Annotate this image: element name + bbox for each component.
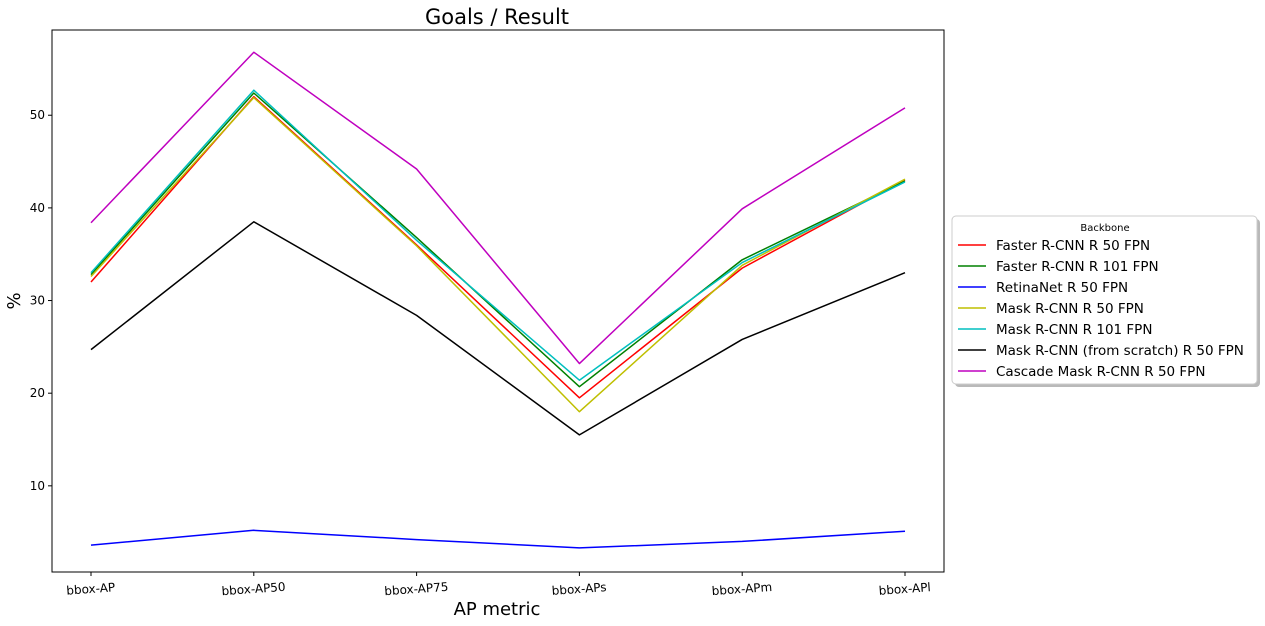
plot-area <box>51 29 945 573</box>
chart-title: Goals / Result <box>425 5 569 29</box>
y-tick-label: 50 <box>30 108 45 122</box>
legend-label: Mask R-CNN R 50 FPN <box>996 301 1144 317</box>
y-tick-label: 10 <box>30 479 45 493</box>
series-line-3 <box>90 529 906 549</box>
x-axis-title: AP metric <box>454 599 541 620</box>
x-tick-label: bbox-APl <box>878 580 931 598</box>
series-line-2 <box>90 92 906 388</box>
series-line-4 <box>90 96 906 413</box>
legend-label: Mask R-CNN (from scratch) R 50 FPN <box>996 343 1244 359</box>
legend-label: Faster R-CNN R 101 FPN <box>996 259 1159 275</box>
y-tick-label: 30 <box>30 294 45 308</box>
legend-box <box>951 215 1258 385</box>
x-tick-label: bbox-AP75 <box>384 580 449 598</box>
y-tick-label: 40 <box>30 201 45 215</box>
legend-title: Backbone <box>1080 223 1129 234</box>
x-tick-label: bbox-AP50 <box>221 580 286 598</box>
x-tick-label: bbox-APs <box>551 580 607 598</box>
y-axis: 10 20 30 40 50 <box>30 108 52 493</box>
legend-label: RetinaNet R 50 FPN <box>996 280 1128 296</box>
series-lines <box>90 51 906 549</box>
legend-label: Mask R-CNN R 101 FPN <box>996 322 1152 338</box>
legend-items: Faster R-CNN R 50 FPN Faster R-CNN R 101 … <box>958 238 1244 380</box>
y-axis-title: % <box>4 292 25 309</box>
series-line-6 <box>90 221 906 436</box>
x-tick-label: bbox-AP <box>66 580 116 597</box>
legend-label: Faster R-CNN R 50 FPN <box>996 238 1150 254</box>
series-line-7 <box>90 51 906 365</box>
series-line-5 <box>90 89 906 381</box>
legend-label: Cascade Mask R-CNN R 50 FPN <box>996 364 1205 380</box>
x-axis: bbox-AP bbox-AP50 bbox-AP75 bbox-APs bbox-AP… <box>66 572 931 598</box>
y-tick-label: 20 <box>30 386 45 400</box>
x-tick-label: bbox-APm <box>711 580 772 598</box>
